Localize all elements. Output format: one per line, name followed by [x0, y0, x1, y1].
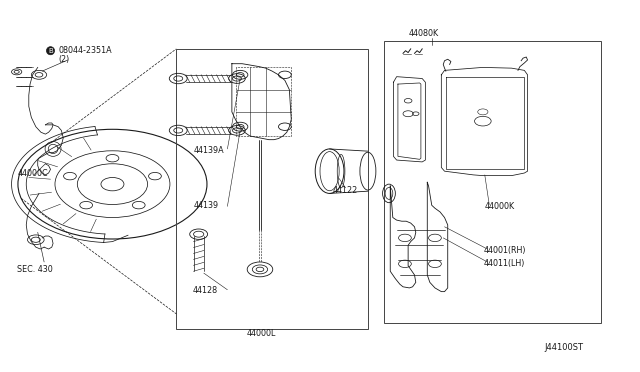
Text: 44122: 44122 [333, 186, 358, 195]
Bar [176, 49, 368, 329]
Text: 44139A: 44139A [193, 146, 224, 155]
Bar [384, 41, 601, 323]
Text: B: B [48, 48, 53, 54]
Text: 44128: 44128 [192, 286, 218, 295]
Text: 44080K: 44080K [408, 29, 438, 38]
Text: (2): (2) [58, 55, 69, 64]
Text: J44100ST: J44100ST [545, 343, 584, 352]
Text: 44139: 44139 [193, 201, 219, 210]
Text: 44001(RH): 44001(RH) [484, 246, 527, 255]
Text: 44000L: 44000L [246, 329, 276, 338]
Text: 44000C: 44000C [17, 169, 48, 177]
Text: 44011(LH): 44011(LH) [484, 259, 525, 267]
Text: 08044-2351A: 08044-2351A [58, 46, 112, 55]
Text: 44000K: 44000K [484, 202, 515, 211]
Text: SEC. 430: SEC. 430 [17, 265, 53, 274]
